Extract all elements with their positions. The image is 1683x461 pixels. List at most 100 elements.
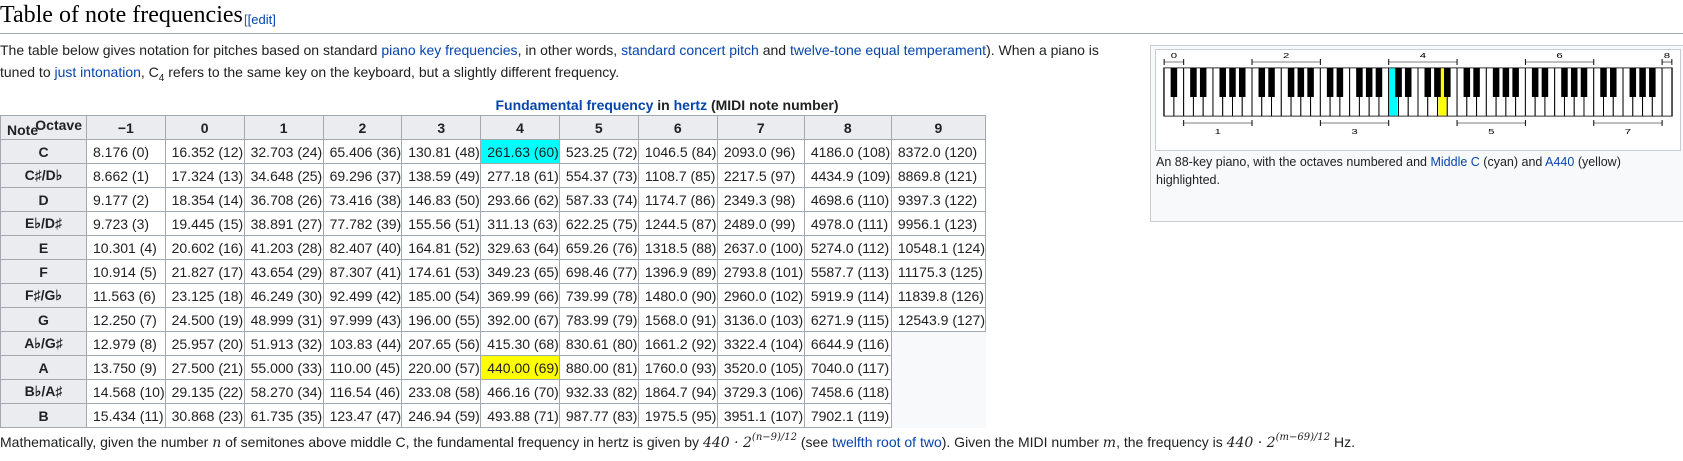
frequency-cell: 261.63 (60) (480, 139, 560, 164)
table-row: C♯/D♭ 8.662 (1) 17.324 (13) 34.648 (25) 69.2… (0, 163, 987, 188)
caption-text: (yellow) highlighted. (1156, 155, 1621, 187)
frequency-cell: 103.83 (44) (322, 331, 403, 356)
intro-text: and (758, 42, 790, 58)
octave-header: 6 (637, 115, 718, 140)
frequency-cell: 1046.5 (84) (637, 139, 718, 164)
octave-number-bottom: 5 (1488, 128, 1494, 136)
black-key (1541, 68, 1549, 97)
note-name-cell: E (0, 235, 87, 260)
link-piano-key-frequencies[interactable]: piano key frequencies (381, 42, 518, 58)
intro-text: , in other words, (517, 42, 622, 58)
frequency-cell: 164.81 (52) (401, 235, 482, 260)
frequency-cell: 2217.5 (97) (716, 163, 805, 188)
note-name-cell: B (0, 403, 87, 428)
a440-key (1438, 68, 1447, 116)
octave-header: 3 (401, 115, 482, 140)
frequency-cell: 4434.9 (109) (803, 163, 892, 188)
frequency-cell: 1318.5 (88) (637, 235, 718, 260)
frequency-cell: 69.296 (37) (322, 163, 403, 188)
frequency-cell: 659.26 (76) (558, 235, 639, 260)
black-key (1199, 68, 1207, 97)
link-a440[interactable]: A440 (1545, 155, 1575, 169)
frequency-cell: 523.25 (72) (558, 139, 639, 164)
frequency-cell: 2637.0 (100) (716, 235, 805, 260)
table-caption: Fundamental frequency in hertz (MIDI not… (300, 97, 1034, 113)
piano-image-frame[interactable]: 0 2 4 6 8 1 3 5 7 (1155, 49, 1681, 151)
frequency-cell: 5919.9 (114) (803, 283, 892, 308)
black-key (1229, 68, 1236, 97)
frequency-cell: 77.782 (39) (322, 211, 403, 236)
octave-number-top: 6 (1556, 52, 1562, 60)
black-key (1170, 68, 1178, 97)
table-row: F♯/G♭ 11.563 (6) 23.125 (18) 46.249 (30) 92.… (0, 283, 987, 308)
frequency-cell: 293.66 (62) (480, 187, 560, 212)
octave-number-top: 8 (1664, 52, 1670, 60)
black-key (1502, 68, 1510, 97)
octave-number-bottom: 1 (1215, 128, 1221, 136)
note-name-cell: A♭/G♯ (0, 331, 87, 356)
link-fundamental-frequency[interactable]: Fundamental frequency (495, 97, 654, 113)
frequency-cell: 32.703 (24) (243, 139, 324, 164)
black-key (1512, 68, 1519, 97)
note-name-cell: F♯/G♭ (0, 283, 87, 308)
black-key (1473, 68, 1480, 97)
frequency-cell: 34.648 (25) (243, 163, 324, 188)
note-frequency-table: Octave Note −1 0 1 2 3 4 5 6 7 8 9 C 8.176 (0) 16.35… (0, 115, 987, 428)
subscript-4: 4 (158, 72, 165, 84)
note-name-cell: C (0, 139, 87, 164)
frequency-cell: 10.914 (5) (86, 259, 166, 284)
octave-header: 1 (243, 115, 324, 140)
octave-header: 5 (558, 115, 639, 140)
table-row: A♭/G♯ 12.979 (8) 25.957 (20) 51.913 (32) 103… (0, 331, 986, 356)
octave-header: 0 (164, 115, 245, 140)
frequency-cell: 4978.0 (111) (803, 211, 892, 236)
frequency-cell: 138.59 (49) (401, 163, 482, 188)
empty-cell (891, 379, 986, 404)
frequency-cell: 55.000 (33) (243, 355, 324, 380)
frequency-cell: 97.999 (43) (322, 307, 403, 332)
black-key (1190, 68, 1197, 97)
frequency-cell: 5274.0 (112) (803, 235, 892, 260)
link-middle-c[interactable]: Middle C (1430, 155, 1480, 169)
frequency-cell: 17.324 (13) (164, 163, 245, 188)
frequency-cell: 48.999 (31) (243, 307, 324, 332)
frequency-cell: 11839.8 (126) (890, 283, 987, 308)
edit-link[interactable]: [[edit] (244, 12, 276, 27)
frequency-cell: 82.407 (40) (322, 235, 403, 260)
frequency-cell: 29.135 (22) (164, 379, 245, 404)
caption-text: in (653, 97, 674, 113)
frequency-cell: 4698.6 (110) (803, 187, 892, 212)
frequency-cell: 65.406 (36) (322, 139, 403, 164)
frequency-cell: 20.602 (16) (164, 235, 245, 260)
frequency-cell: 246.94 (59) (401, 403, 482, 428)
empty-cell (891, 355, 986, 380)
frequency-cell: 783.99 (79) (558, 307, 639, 332)
frequency-cell: 174.61 (53) (401, 259, 482, 284)
frequency-cell: 440.00 (69) (480, 355, 560, 380)
frequency-cell: 2793.8 (101) (716, 259, 805, 284)
frequency-cell: 87.307 (41) (322, 259, 403, 284)
link-twelve-tone-equal-temperament[interactable]: twelve-tone equal temperament (789, 42, 987, 58)
note-name-cell: G (0, 307, 87, 332)
frequency-cell: 415.30 (68) (480, 331, 560, 356)
caption-text: (MIDI note number) (707, 97, 839, 113)
link-standard-concert-pitch[interactable]: standard concert pitch (621, 42, 759, 58)
note-name-cell: A (0, 355, 87, 380)
octave-number-top: 4 (1420, 52, 1426, 60)
frequency-cell: 10548.1 (124) (890, 235, 987, 260)
frequency-cell: 15.434 (11) (86, 403, 166, 428)
table-row: B♭/A♯ 14.568 (10) 29.135 (22) 58.270 (34) 11… (0, 379, 986, 404)
frequency-cell: 16.352 (12) (164, 139, 245, 164)
frequency-cell: 3520.0 (105) (716, 355, 805, 380)
black-key (1375, 68, 1383, 97)
frequency-cell: 61.735 (35) (243, 403, 324, 428)
frequency-cell: 43.654 (29) (243, 259, 324, 284)
frequency-cell: 2093.0 (96) (716, 139, 805, 164)
edit-link-label[interactable]: [edit] (247, 12, 276, 27)
frequency-cell: 1760.0 (93) (637, 355, 718, 380)
link-hertz[interactable]: hertz (673, 97, 708, 113)
link-just-intonation[interactable]: just intonation (54, 63, 141, 80)
table-row: E♭/D♯ 9.723 (3) 19.445 (15) 38.891 (27) 77.7… (0, 211, 987, 236)
frequency-cell: 1975.5 (95) (637, 403, 718, 428)
link-twelfth-root-of-two[interactable]: twelfth root of two (832, 434, 942, 450)
